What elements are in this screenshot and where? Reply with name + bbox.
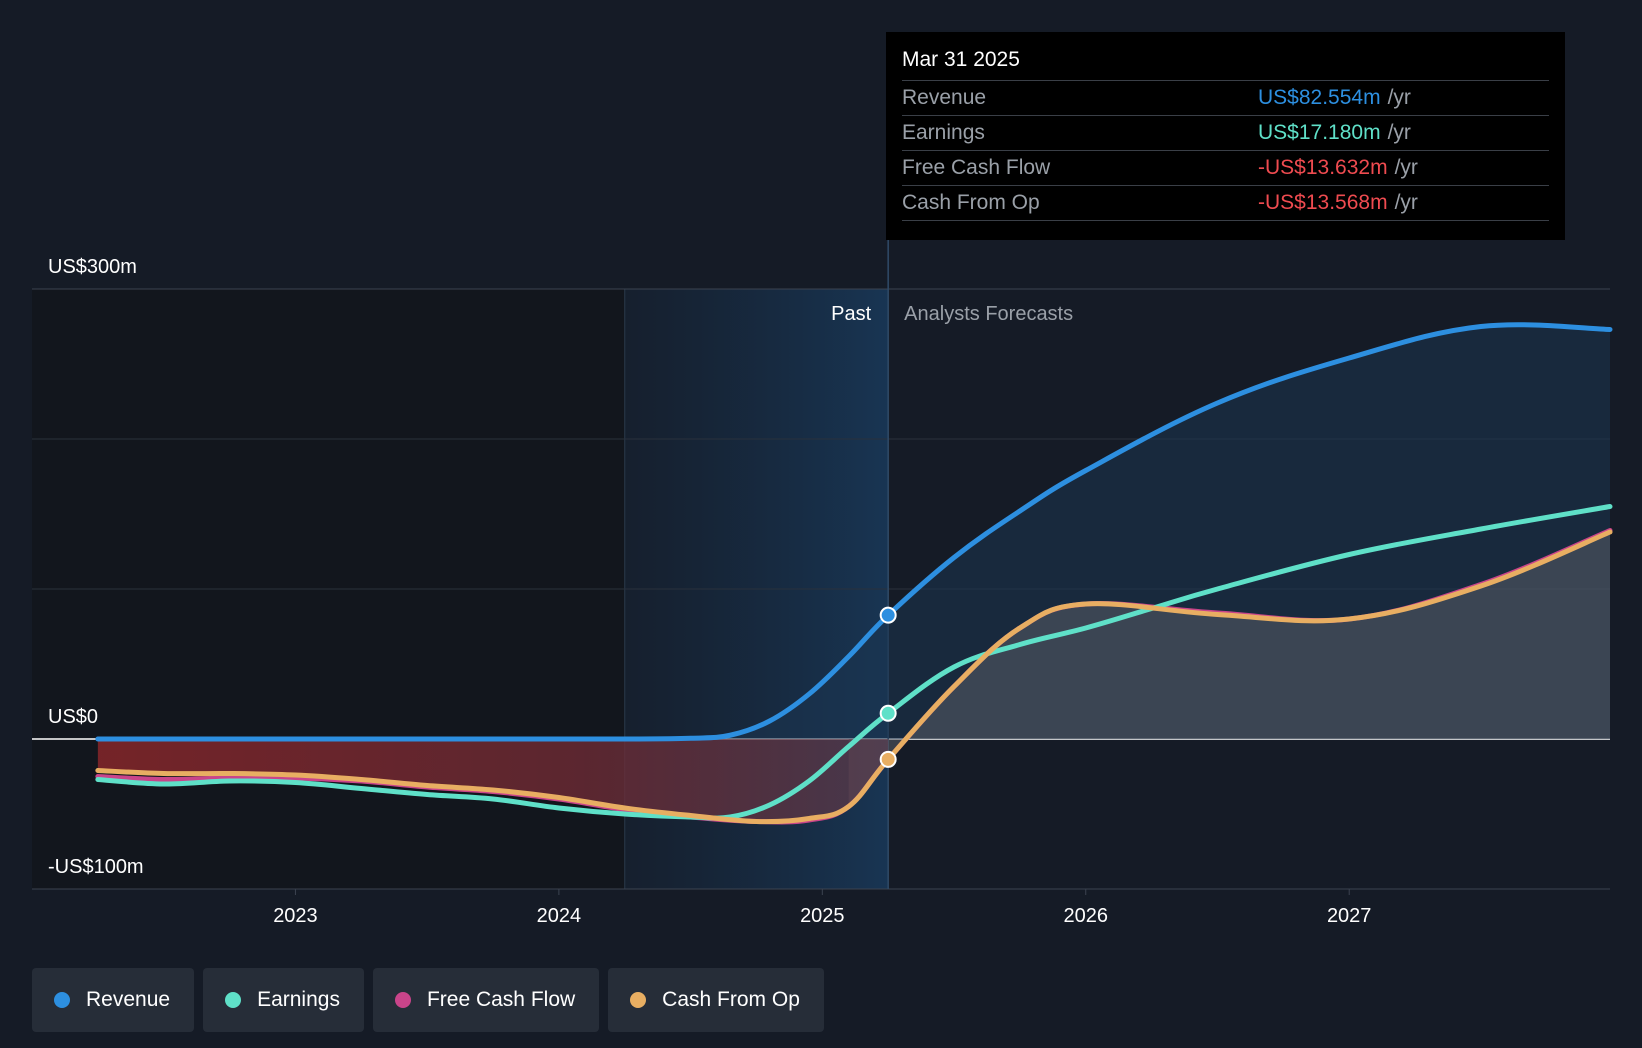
tooltip-date: Mar 31 2025 <box>902 46 1549 81</box>
tooltip-row-value: -US$13.632m <box>1258 156 1388 179</box>
legend-dot-icon <box>394 992 411 1008</box>
legend-item-revenue[interactable]: Revenue <box>32 968 195 1032</box>
area-fills-layer <box>97 324 1611 822</box>
cash-from-op-highlight-point <box>879 750 897 768</box>
tooltip-row-revenue: Revenue US$82.554m /yr <box>902 81 1549 116</box>
highlight-points-layer <box>879 606 897 768</box>
tooltip: Mar 31 2025 Revenue US$82.554m /yr Earni… <box>886 32 1565 240</box>
legend-item-free-cash-flow[interactable]: Free Cash Flow <box>372 968 600 1032</box>
tooltip-row-unit: /yr <box>1394 191 1418 214</box>
tooltip-row-value: US$82.554m <box>1258 86 1381 109</box>
tooltip-row-free-cash-flow: Free Cash Flow -US$13.632m /yr <box>902 151 1549 186</box>
earnings-highlight-point <box>879 704 897 722</box>
x-tick-label: 2025 <box>800 905 845 927</box>
revenue-line <box>95 322 1613 742</box>
legend: Revenue Earnings Free Cash Flow Cash Fro… <box>32 968 824 1032</box>
earnings-line <box>95 504 1613 821</box>
tooltip-row-value: -US$13.568m <box>1258 191 1388 214</box>
tooltip-row-unit: /yr <box>1394 156 1418 179</box>
tooltip-row-label: Earnings <box>902 121 985 144</box>
cash-from-op-line <box>95 529 1613 825</box>
legend-dot-icon <box>54 992 70 1008</box>
axis-labels-layer: US$300m US$0 -US$100m 2023 2024 2025 2026 2027 P… <box>48 256 1371 927</box>
legend-label: Revenue <box>86 988 171 1011</box>
revenue-highlight-point <box>879 606 897 624</box>
tooltip-row-unit: /yr <box>1387 86 1411 109</box>
tooltip-row-earnings: Earnings US$17.180m /yr <box>902 116 1549 151</box>
x-tick-label: 2023 <box>273 905 318 927</box>
legend-label: Free Cash Flow <box>426 988 576 1011</box>
past-label: Past <box>831 303 871 325</box>
cash-from-op-area <box>848 532 1610 807</box>
legend-dot-icon <box>225 992 242 1008</box>
legend-item-cash-from-op[interactable]: Cash From Op <box>608 968 824 1032</box>
tooltip-row-label: Cash From Op <box>902 191 1040 214</box>
tooltip-row-label: Free Cash Flow <box>902 156 1051 179</box>
negative-cash-area <box>97 739 889 822</box>
tooltip-row-cash-from-op: Cash From Op -US$13.568m /yr <box>902 186 1549 221</box>
y-tick-label: US$0 <box>48 706 98 728</box>
tooltip-row-value: US$17.180m <box>1258 121 1381 144</box>
forecast-label: Analysts Forecasts <box>904 303 1073 325</box>
x-tick-label: 2024 <box>537 905 582 927</box>
legend-item-earnings[interactable]: Earnings <box>203 968 364 1032</box>
legend-dot-icon <box>630 992 647 1008</box>
legend-label: Earnings <box>257 988 340 1011</box>
tooltip-row-unit: /yr <box>1387 121 1411 144</box>
tooltip-row-label: Revenue <box>902 86 987 109</box>
x-tick-label: 2027 <box>1327 905 1372 927</box>
y-tick-label: -US$100m <box>48 856 144 878</box>
legend-label: Cash From Op <box>662 988 800 1011</box>
y-tick-label: US$300m <box>48 256 137 278</box>
series-lines-layer <box>95 322 1613 825</box>
x-tick-label: 2026 <box>1064 905 1109 927</box>
